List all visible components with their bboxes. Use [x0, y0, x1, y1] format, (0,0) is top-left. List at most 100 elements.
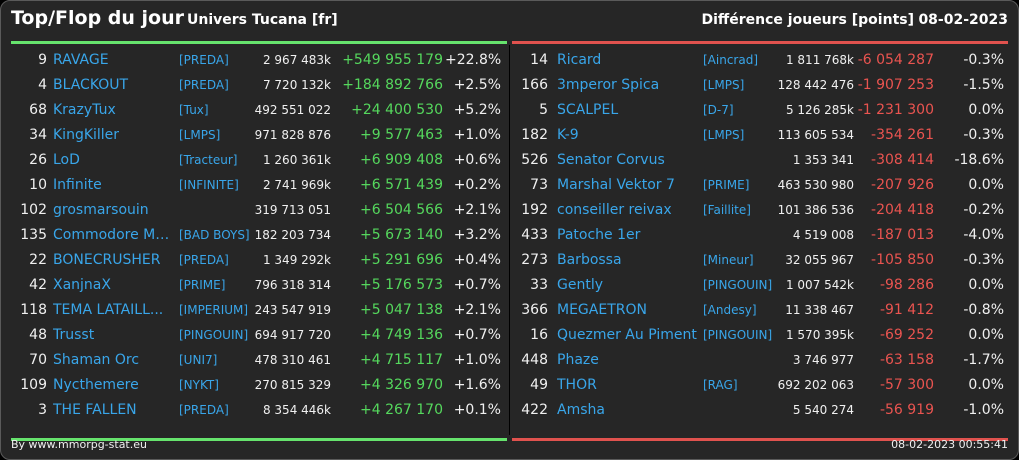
- player-name-link[interactable]: K-9: [557, 127, 579, 143]
- player-guild-link[interactable]: [Aincrad]: [703, 53, 759, 67]
- player-guild-link[interactable]: [PREDA]: [179, 53, 229, 67]
- flop-row: 433 Patoche 1er 4 519 008 -187 013 -4.0%: [512, 223, 1008, 248]
- top-row: 68 KrazyTux [Tux] 492 551 022 +24 400 530 +5.…: [11, 98, 507, 123]
- player-name-link[interactable]: Marshal Vektor 7: [557, 177, 675, 193]
- player-diff: -57 300: [879, 377, 934, 393]
- player-rank: 5: [539, 102, 548, 118]
- player-rank: 48: [29, 327, 47, 343]
- player-guild-link[interactable]: [NYKT]: [179, 378, 219, 392]
- player-percent: 0.0%: [968, 102, 1004, 118]
- player-rank: 182: [521, 127, 548, 143]
- player-guild-link[interactable]: [RAG]: [703, 378, 738, 392]
- player-name-link[interactable]: THE FALLEN: [53, 402, 137, 418]
- player-name-link[interactable]: LoD: [53, 152, 80, 168]
- player-name-link[interactable]: grosmarsouin: [53, 202, 149, 218]
- player-diff: +4 267 170: [360, 402, 443, 418]
- player-diff: +6 909 408: [360, 152, 443, 168]
- player-name-link[interactable]: Shaman Orc: [53, 352, 140, 368]
- player-rank: 33: [530, 277, 548, 293]
- player-guild-link[interactable]: [PINGOUIN]: [703, 278, 773, 292]
- flop-row: 422 Amsha 5 540 274 -56 919 -1.0%: [512, 398, 1008, 423]
- player-name-link[interactable]: THOR: [557, 377, 597, 393]
- player-guild-link[interactable]: [PREDA]: [179, 78, 229, 92]
- player-rank: 34: [29, 127, 47, 143]
- player-guild-link[interactable]: [Tracteur]: [179, 153, 238, 167]
- top-row: 34 KingKiller [LMPS] 971 828 876 +9 577 463 +…: [11, 123, 507, 148]
- player-guild-link[interactable]: [PREDA]: [179, 253, 229, 267]
- player-guild-link[interactable]: [D-7]: [703, 103, 734, 117]
- player-percent: -18.6%: [954, 152, 1004, 168]
- player-name-link[interactable]: 3mperor Spica: [557, 77, 660, 93]
- player-guild-link[interactable]: [PINGOUIN]: [703, 328, 773, 342]
- top-row: 26 LoD [Tracteur] 1 260 361k +6 909 408 +0.6%: [11, 148, 507, 173]
- player-guild-link[interactable]: [LMPS]: [703, 78, 745, 92]
- player-score: 1 811 768k: [785, 53, 854, 67]
- player-name-link[interactable]: Senator Corvus: [557, 152, 665, 168]
- player-name-link[interactable]: Nycthemere: [53, 377, 139, 393]
- player-rank: 3: [38, 402, 47, 418]
- player-percent: +0.2%: [453, 177, 501, 193]
- player-guild-link[interactable]: [PRIME]: [703, 178, 750, 192]
- player-name-link[interactable]: Phaze: [557, 352, 599, 368]
- player-name-link[interactable]: XanjnaX: [53, 277, 111, 293]
- player-name-link[interactable]: Barbossa: [557, 252, 622, 268]
- player-percent: +2.1%: [453, 302, 501, 318]
- player-score: 32 055 967: [785, 253, 854, 267]
- player-name-link[interactable]: Amsha: [557, 402, 605, 418]
- player-diff: -105 850: [871, 252, 934, 268]
- player-guild-link[interactable]: [IMPERIUM]: [179, 303, 249, 317]
- player-percent: +0.7%: [453, 277, 501, 293]
- player-percent: +1.0%: [453, 127, 501, 143]
- player-name-link[interactable]: Gently: [557, 277, 603, 293]
- player-name-link[interactable]: SCALPEL: [557, 102, 619, 118]
- player-guild-link[interactable]: [Andesy]: [703, 303, 757, 317]
- player-name-link[interactable]: BONECRUSHER: [53, 252, 161, 268]
- player-name-link[interactable]: Trusst: [53, 327, 95, 343]
- page-title: Top/Flop du jour: [11, 7, 184, 29]
- top-row: 135 Commodore Me... [BAD BOYS] 182 203 734 +…: [11, 223, 507, 248]
- player-name-link[interactable]: BLACKOUT: [53, 77, 129, 93]
- top-row: 10 Infinite [INFINITE] 2 741 969k +6 571 439…: [11, 173, 507, 198]
- player-name-link[interactable]: Quezmer Au Piment: [557, 327, 697, 343]
- player-rank: 118: [20, 302, 47, 318]
- player-name-link[interactable]: KingKiller: [53, 127, 120, 143]
- player-guild-link[interactable]: [LMPS]: [179, 128, 221, 142]
- player-guild-link[interactable]: [Faillite]: [703, 203, 751, 217]
- player-score: 1 007 542k: [785, 278, 854, 292]
- player-name-link[interactable]: Ricard: [557, 52, 602, 68]
- player-name-link[interactable]: MEGAETRON: [557, 302, 647, 318]
- player-name-link[interactable]: Infinite: [53, 177, 102, 193]
- player-diff: -1 231 300: [857, 102, 934, 118]
- player-score: 971 828 876: [254, 128, 331, 142]
- player-guild-link[interactable]: [BAD BOYS]: [179, 228, 250, 242]
- player-diff: -308 414: [871, 152, 934, 168]
- top-row: 109 Nycthemere [NYKT] 270 815 329 +4 326 970…: [11, 373, 507, 398]
- player-guild-link[interactable]: [Tux]: [179, 103, 209, 117]
- top-row: 9 RAVAGE [PREDA] 2 967 483k +549 955 179 +22.…: [11, 48, 507, 73]
- player-name-link[interactable]: RAVAGE: [53, 52, 109, 68]
- player-rank: 49: [530, 377, 548, 393]
- player-rank: 135: [20, 227, 47, 243]
- player-score: 11 338 467: [785, 303, 854, 317]
- player-guild-link[interactable]: [PRIME]: [179, 278, 226, 292]
- player-diff: +5 673 140: [360, 227, 443, 243]
- player-guild-link[interactable]: [INFINITE]: [179, 178, 239, 192]
- player-name-link[interactable]: conseiller reivax: [557, 202, 672, 218]
- player-guild-link[interactable]: [LMPS]: [703, 128, 745, 142]
- player-score: 4 519 008: [792, 228, 854, 242]
- player-name-link[interactable]: Commodore Me...: [53, 227, 177, 243]
- player-guild-link[interactable]: [PREDA]: [179, 403, 229, 417]
- player-percent: -1.7%: [963, 352, 1004, 368]
- player-guild-link[interactable]: [PINGOUIN]: [179, 328, 249, 342]
- player-percent: +1.6%: [453, 377, 501, 393]
- top-row: 70 Shaman Orc [UNI7] 478 310 461 +4 715 117 +…: [11, 348, 507, 373]
- player-guild-link[interactable]: [UNI7]: [179, 353, 218, 367]
- player-rank: 26: [29, 152, 47, 168]
- flop-row: 526 Senator Corvus 1 353 341 -308 414 -18.6%: [512, 148, 1008, 173]
- player-guild-link[interactable]: [Mineur]: [703, 253, 754, 267]
- player-percent: -1.5%: [963, 77, 1004, 93]
- player-name-link[interactable]: Patoche 1er: [557, 227, 641, 243]
- player-name-link[interactable]: KrazyTux: [53, 102, 116, 118]
- player-name-link[interactable]: TEMA LATAILL...: [53, 302, 164, 318]
